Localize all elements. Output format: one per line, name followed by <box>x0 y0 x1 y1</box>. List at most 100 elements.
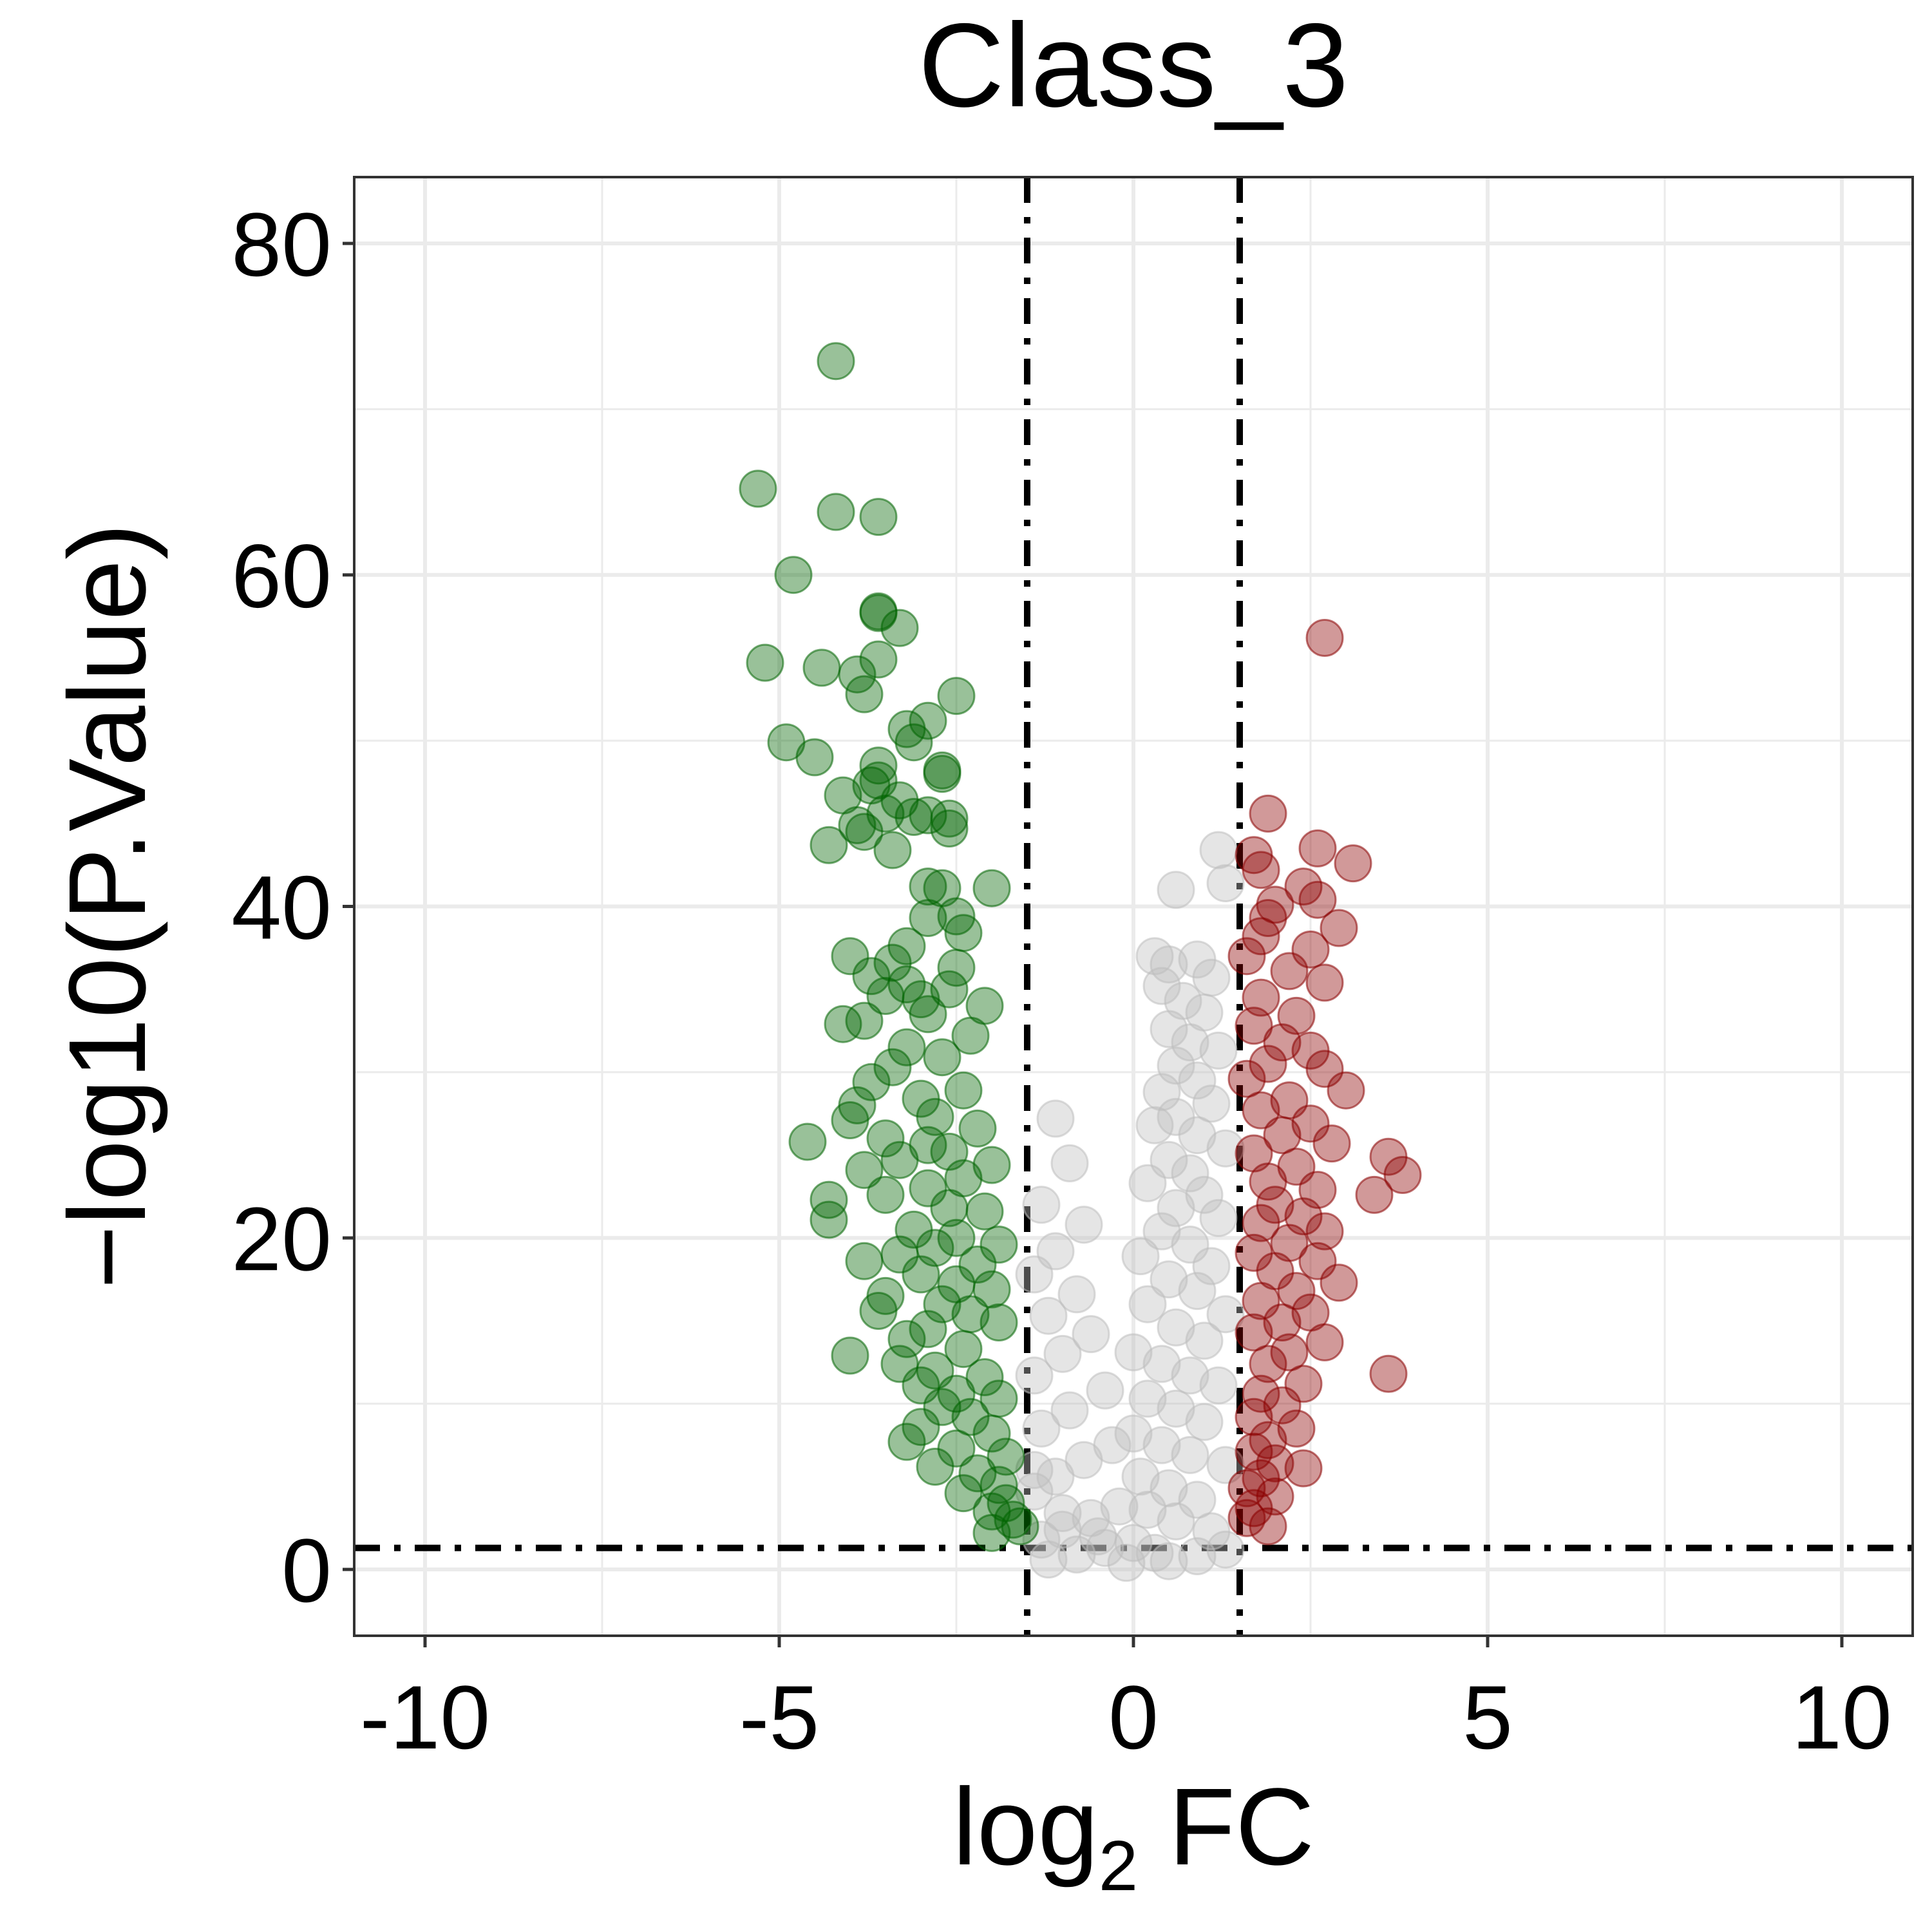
ns-point <box>1157 1308 1195 1347</box>
down-point <box>958 1109 997 1148</box>
ns-point <box>1022 1409 1061 1448</box>
ns-point <box>1206 864 1245 902</box>
ns-point <box>1171 1023 1209 1062</box>
down-point <box>930 810 969 848</box>
down-point <box>951 1016 990 1055</box>
ns-point <box>1142 1345 1181 1383</box>
up-point <box>1227 1469 1266 1508</box>
down-point <box>887 965 926 1003</box>
down-point <box>972 1513 1011 1552</box>
down-point <box>866 1119 905 1158</box>
up-point <box>1263 1303 1302 1341</box>
ns-point <box>1199 1198 1238 1237</box>
up-point <box>1327 1071 1365 1110</box>
up-point <box>1312 1124 1351 1163</box>
down-point <box>831 1336 869 1375</box>
up-point <box>1235 1313 1273 1352</box>
down-point <box>909 701 947 740</box>
up-point <box>1284 1449 1323 1488</box>
up-point <box>1227 1499 1266 1537</box>
y-tick-label: 60 <box>231 526 332 627</box>
ns-point <box>1036 1457 1075 1496</box>
ns-point <box>1178 1061 1217 1100</box>
down-point <box>852 1063 891 1101</box>
down-point <box>880 609 919 647</box>
down-point <box>887 1423 926 1461</box>
y-axis-ticks: 0 20 40 60 80 <box>231 194 354 1621</box>
ns-point <box>1015 1356 1054 1395</box>
down-point <box>923 755 961 793</box>
ns-point <box>1022 1520 1061 1559</box>
down-point <box>972 1414 1011 1453</box>
not-significant-points <box>1015 831 1245 1582</box>
up-point <box>1369 1354 1408 1393</box>
ns-point <box>1150 1542 1188 1580</box>
down-point <box>845 1151 884 1189</box>
ns-point <box>1206 1530 1245 1569</box>
down-point <box>873 1048 912 1086</box>
up-point <box>1305 619 1344 657</box>
x-axis-label-tail: FC <box>1138 1766 1314 1888</box>
down-point <box>923 1038 961 1077</box>
down-point <box>817 342 855 381</box>
ns-point <box>1178 1537 1217 1575</box>
x-axis-ticks: -10 -5 0 5 10 <box>360 1636 1892 1768</box>
downregulated-points <box>739 342 1039 1552</box>
down-point <box>965 1192 1004 1231</box>
ns-point <box>1086 1371 1124 1410</box>
y-tick-label: 20 <box>231 1188 332 1289</box>
down-point <box>909 867 947 906</box>
down-point <box>987 1437 1025 1476</box>
up-point <box>1249 794 1287 833</box>
down-point <box>994 1501 1032 1539</box>
x-tick-label: 5 <box>1463 1667 1513 1768</box>
up-point <box>1242 1374 1280 1413</box>
down-point <box>859 594 898 632</box>
down-point <box>937 677 976 715</box>
up-point <box>1383 1156 1422 1194</box>
up-point <box>1242 1204 1280 1242</box>
ns-point <box>1199 1031 1238 1070</box>
down-point <box>980 1226 1018 1264</box>
ns-point <box>1072 1315 1110 1354</box>
up-point <box>1284 867 1323 906</box>
up-point <box>1242 1091 1280 1130</box>
down-point <box>859 761 898 800</box>
ns-point <box>1142 967 1181 1005</box>
x-tick-label: 10 <box>1792 1667 1892 1768</box>
up-point <box>1355 1175 1394 1214</box>
ns-point <box>1150 945 1188 984</box>
ns-point <box>1135 1106 1174 1144</box>
up-point <box>1242 917 1280 956</box>
ns-point <box>1171 1154 1209 1193</box>
down-point <box>873 831 912 869</box>
down-point <box>937 1374 976 1413</box>
ns-point <box>1178 1272 1217 1311</box>
ns-point <box>1150 1010 1188 1048</box>
down-point <box>937 1218 976 1257</box>
down-point <box>944 1330 983 1368</box>
up-point <box>1320 1264 1358 1302</box>
up-point <box>1256 1477 1294 1516</box>
down-point <box>895 723 933 762</box>
up-point <box>1277 1409 1316 1448</box>
down-point <box>831 937 869 976</box>
up-point <box>1291 1104 1330 1143</box>
down-point <box>958 1454 997 1493</box>
ns-point <box>1015 1255 1054 1294</box>
down-point <box>980 1303 1018 1341</box>
x-tick-label: -5 <box>739 1667 819 1768</box>
x-axis-label: log2 FC <box>952 1766 1314 1906</box>
down-point <box>930 970 969 1009</box>
ns-point <box>1199 831 1238 869</box>
down-point <box>859 498 898 536</box>
up-point <box>1249 1345 1287 1383</box>
ns-point <box>1157 871 1195 909</box>
down-point <box>817 493 855 531</box>
up-point <box>1249 1162 1287 1201</box>
down-point <box>852 957 891 996</box>
down-point <box>845 813 884 851</box>
ns-point <box>1185 1321 1224 1360</box>
up-point <box>1270 952 1309 990</box>
y-tick-label: 0 <box>281 1520 332 1621</box>
